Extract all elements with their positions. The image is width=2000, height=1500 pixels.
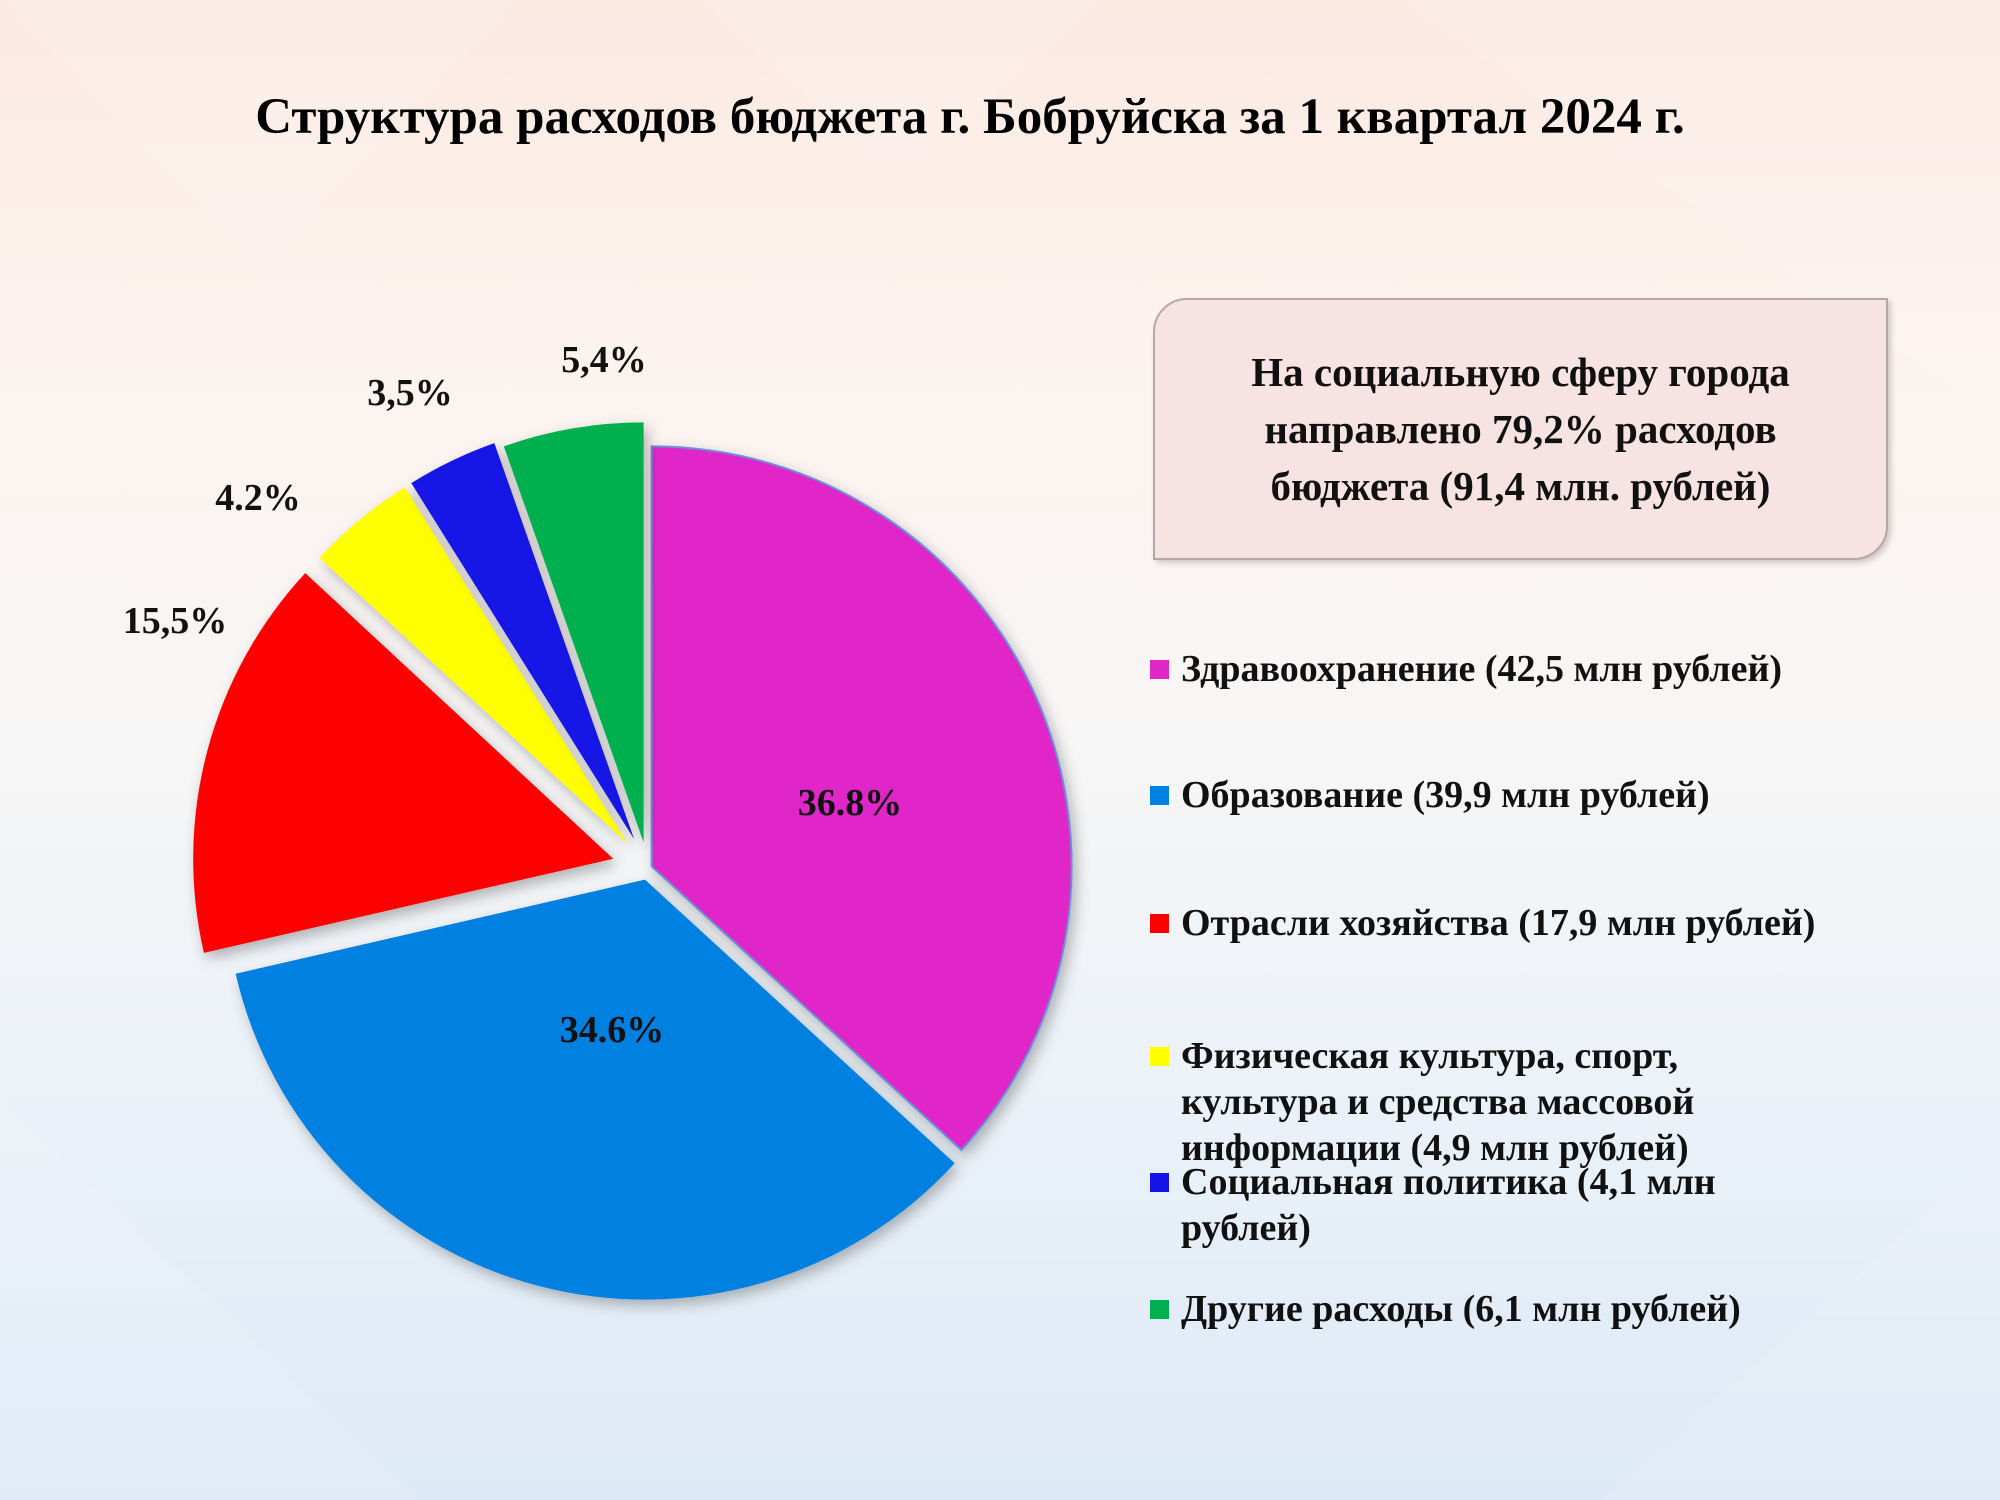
legend-swatch-education xyxy=(1150,786,1169,805)
pie-slice-social-policy xyxy=(411,443,635,840)
legend-label-other: Другие расходы (6,1 млн рублей) xyxy=(1181,1288,1741,1330)
legend-item-other: Другие расходы (6,1 млн рублей) xyxy=(1150,1286,1950,1332)
legend-label-economy: Отрасли хозяйства (17,9 млн рублей) xyxy=(1181,902,1816,944)
pie-label-sport-culture: 4.2% xyxy=(215,477,301,519)
legend-label-social-policy: Социальная политика (4,1 млн рублей) xyxy=(1181,1161,1716,1249)
legend-swatch-sport-culture xyxy=(1150,1047,1169,1066)
legend-label-healthcare: Здравоохранение (42,5 млн рублей) xyxy=(1181,648,1783,690)
legend-item-healthcare: Здравоохранение (42,5 млн рублей) xyxy=(1150,646,1950,692)
legend-item-education: Образование (39,9 млн рублей) xyxy=(1150,772,1950,818)
pie-label-education: 34.6% xyxy=(560,1009,665,1051)
legend-swatch-social-policy xyxy=(1150,1173,1169,1192)
pie-slice-education xyxy=(235,879,955,1300)
pie-label-economy: 15,5% xyxy=(123,600,228,642)
social-sphere-callout: На социальную сферу города направлено 79… xyxy=(1153,298,1888,560)
legend-swatch-healthcare xyxy=(1150,660,1169,679)
pie-slice-sport-culture xyxy=(319,487,628,844)
pie-label-other: 5,4% xyxy=(561,339,647,381)
chart-title: Структура расходов бюджета г. Бобруйска … xyxy=(255,89,1685,145)
legend-item-social-policy: Социальная политика (4,1 млн рублей) xyxy=(1150,1159,1950,1251)
pie-label-healthcare: 36.8% xyxy=(798,782,903,824)
pie-slice-other xyxy=(503,422,644,843)
legend-label-education: Образование (39,9 млн рублей) xyxy=(1181,774,1710,816)
legend-swatch-economy xyxy=(1150,914,1169,933)
legend-swatch-other xyxy=(1150,1300,1169,1319)
pie-slice-economy xyxy=(193,573,614,953)
pie-slice-healthcare xyxy=(650,445,1073,1152)
legend-label-sport-culture: Физическая культура, спорт, культура и с… xyxy=(1181,1035,1695,1169)
legend-item-economy: Отрасли хозяйства (17,9 млн рублей) xyxy=(1150,900,1950,946)
pie-label-social-policy: 3,5% xyxy=(367,372,453,414)
legend-item-sport-culture: Физическая культура, спорт, культура и с… xyxy=(1150,1033,1950,1171)
